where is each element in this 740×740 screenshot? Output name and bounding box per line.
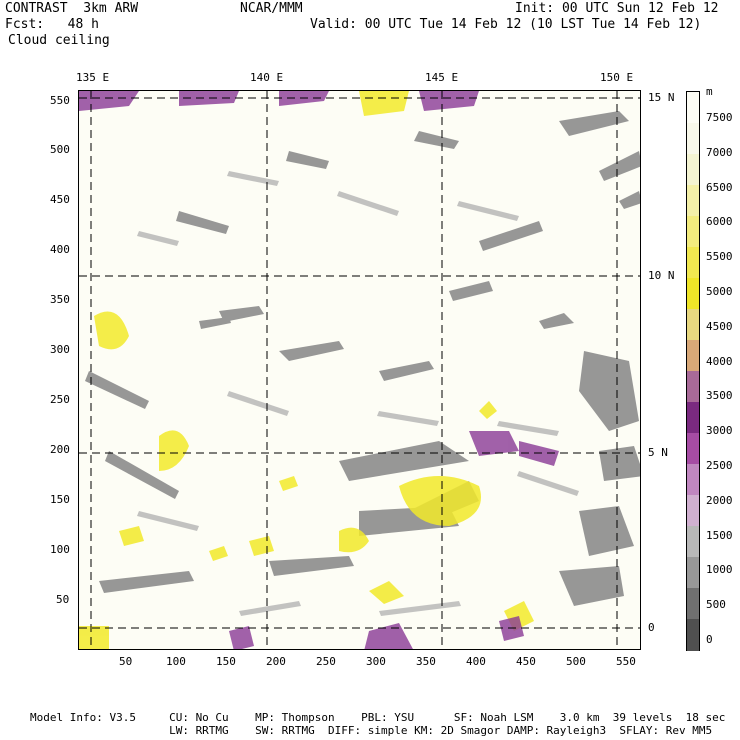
colorbar-tick-label: 6500 [706, 180, 733, 194]
colorbar-tick-label: 3000 [706, 424, 733, 438]
colorbar-swatch [687, 309, 699, 341]
colorbar-tick-label: 500 [706, 598, 726, 612]
colorbar-tick-label: 6000 [706, 215, 733, 229]
model-info-line1: Model Info: V3.5 CU: No Cu MP: Thompson … [30, 711, 726, 724]
colorbar-swatch [687, 371, 699, 403]
colorbar-swatch [687, 123, 699, 155]
x-tick: 450 [516, 655, 536, 668]
colorbar [686, 91, 700, 651]
colorbar-swatch [687, 526, 699, 558]
x-tick: 400 [466, 655, 486, 668]
y-tick: 150 [50, 493, 70, 506]
lat-label-15n: 15 N [648, 91, 675, 104]
colorbar-tick-label: 4500 [706, 319, 733, 333]
lon-label-145: 145 E [425, 71, 459, 84]
x-tick: 50 [119, 655, 133, 668]
y-tick: 250 [50, 393, 70, 406]
colorbar-swatch [687, 402, 699, 434]
x-tick: 300 [366, 655, 386, 668]
y-tick: 50 [56, 593, 70, 606]
lat-label-5n: 5 N [648, 446, 668, 459]
colorbar-tick-label: 7500 [706, 111, 733, 124]
y-tick: 300 [50, 343, 70, 356]
y-tick: 350 [50, 293, 70, 306]
valid-time: Valid: 00 UTC Tue 14 Feb 12 (10 LST Tue … [310, 17, 702, 32]
plot-title: CONTRAST 3km ARW [5, 1, 139, 16]
lon-label-140: 140 E [250, 71, 284, 84]
model-info-line2: LW: RRTMG SW: RRTMG DIFF: simple KM: 2D … [30, 724, 713, 737]
high-ceiling-regions [79, 91, 534, 649]
scattered-streaks [137, 171, 579, 616]
colorbar-tick-label: 4000 [706, 354, 733, 368]
lon-label-135: 135 E [76, 71, 110, 84]
field-name: Cloud ceiling [8, 33, 110, 48]
colorbar-tick-label: 2500 [706, 459, 733, 472]
low-cloud-regions [85, 111, 640, 606]
lon-label-150: 150 E [600, 71, 634, 84]
y-tick: 550 [50, 94, 70, 107]
colorbar-tick-label: 1500 [706, 528, 733, 542]
colorbar-swatch [687, 340, 699, 372]
x-tick: 150 [216, 655, 236, 668]
colorbar-swatch [687, 464, 699, 496]
colorbar-tick-label: 5000 [706, 285, 733, 298]
cloud-ceiling-map [78, 90, 641, 650]
colorbar-unit: m [706, 85, 713, 98]
x-tick: 500 [566, 655, 586, 668]
colorbar-swatch [687, 278, 699, 310]
colorbar-swatch [687, 495, 699, 527]
colorbar-tick-label: 3500 [706, 389, 733, 403]
lat-label-0: 0 [648, 621, 655, 634]
colorbar-swatch [687, 92, 699, 124]
y-tick: 450 [50, 193, 70, 206]
x-tick: 100 [166, 655, 186, 668]
forecast-hour: Fcst: 48 h [5, 17, 99, 32]
colorbar-swatch [687, 247, 699, 279]
colorbar-tick-label: 7000 [706, 145, 733, 159]
y-tick: 500 [50, 143, 70, 156]
center-name: NCAR/MMM [240, 1, 303, 16]
y-tick: 200 [50, 443, 70, 456]
map-canvas [79, 91, 640, 649]
colorbar-tick-label: 1000 [706, 563, 733, 577]
x-tick: 350 [416, 655, 436, 668]
colorbar-swatch [687, 588, 699, 620]
colorbar-swatch [687, 216, 699, 248]
colorbar-tick-label: 2000 [706, 493, 733, 507]
colorbar-swatch [687, 185, 699, 217]
colorbar-tick-label: 5500 [706, 250, 733, 264]
x-tick: 200 [266, 655, 286, 668]
y-tick: 100 [50, 543, 70, 556]
colorbar-swatch [687, 433, 699, 465]
init-time: Init: 00 UTC Sun 12 Feb 12 [515, 1, 719, 16]
colorbar-tick-label: 0 [706, 633, 713, 646]
x-tick: 550 [616, 655, 636, 668]
colorbar-swatch [687, 557, 699, 589]
lat-label-10n: 10 N [648, 269, 675, 282]
colorbar-swatch [687, 619, 699, 651]
x-tick: 250 [316, 655, 336, 668]
lat-lon-gridlines [79, 91, 640, 649]
colorbar-swatch [687, 154, 699, 186]
y-tick: 400 [50, 243, 70, 256]
